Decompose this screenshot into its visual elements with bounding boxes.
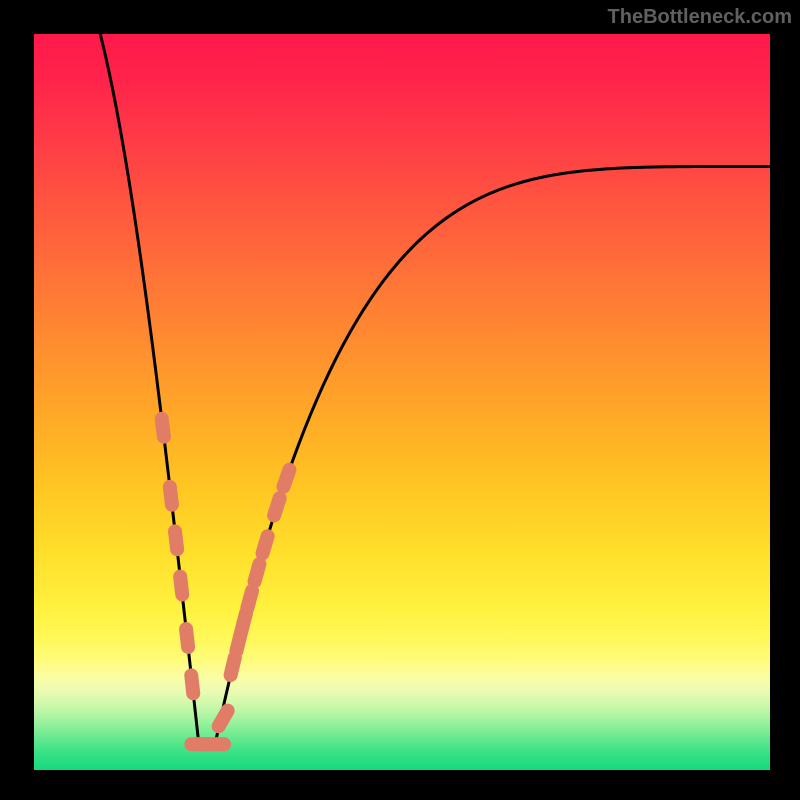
watermark: TheBottleneck.com [608, 6, 792, 29]
plot-area [34, 34, 770, 770]
figure: TheBottleneck.com [0, 0, 800, 800]
gradient-background [34, 34, 770, 770]
